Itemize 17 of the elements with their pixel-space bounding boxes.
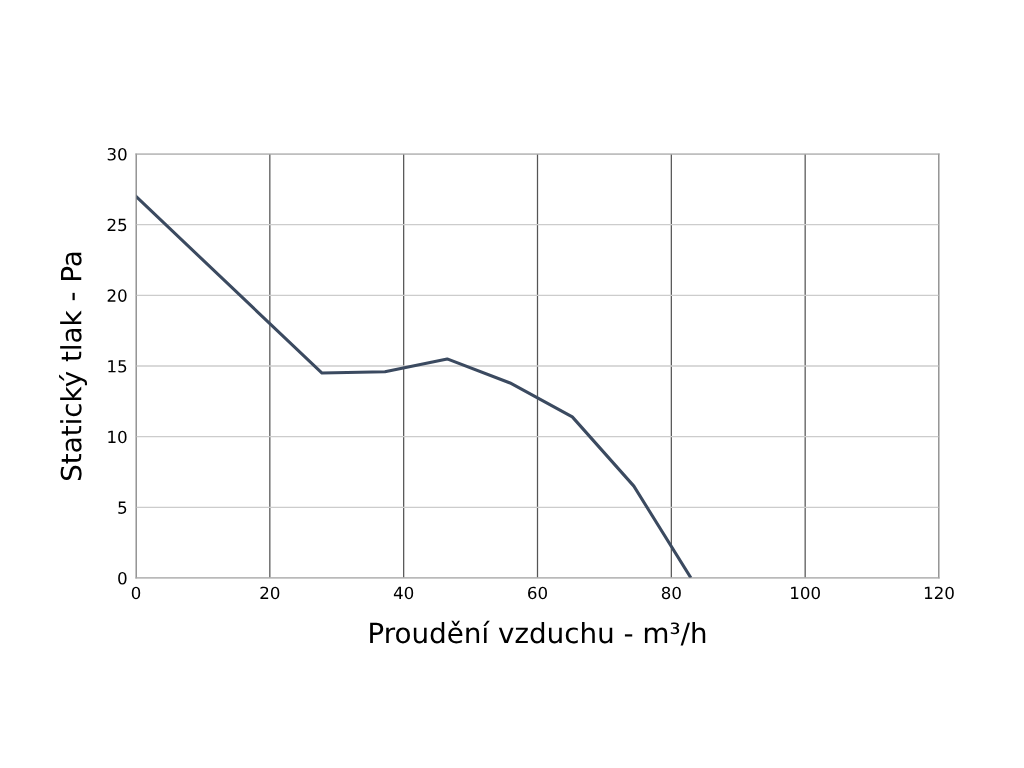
x-tick-label: 40 [393, 586, 414, 600]
y-tick-label: 10 [108, 430, 127, 444]
y-axis-title: Statický tlak - Pa [59, 252, 88, 481]
x-tick-label: 0 [131, 586, 141, 600]
y-tick-label: 15 [108, 360, 127, 373]
x-axis-title: Proudění vzduchu - m³/h [370, 620, 706, 646]
y-tick-label: 5 [118, 501, 127, 514]
y-tick-label: 30 [107, 147, 127, 161]
line-series [136, 194, 692, 578]
x-tick-label: 60 [528, 586, 547, 600]
x-tick-label: 80 [661, 586, 681, 600]
x-tick-label: 100 [791, 586, 820, 600]
y-tick-label: 20 [107, 289, 127, 302]
x-tick-label: 120 [924, 586, 954, 600]
y-tick-label: 0 [118, 571, 127, 585]
y-tick-label: 25 [107, 218, 127, 232]
x-tick-label: 20 [260, 586, 280, 600]
